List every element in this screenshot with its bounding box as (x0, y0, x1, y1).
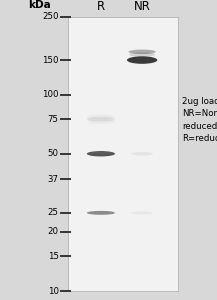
Text: 15: 15 (48, 252, 59, 261)
Ellipse shape (131, 212, 153, 214)
Ellipse shape (87, 119, 115, 124)
Text: 10: 10 (48, 286, 59, 296)
Ellipse shape (128, 50, 156, 54)
Text: 150: 150 (42, 56, 59, 64)
Text: 20: 20 (48, 227, 59, 236)
Text: 100: 100 (42, 90, 59, 99)
Text: 2ug loading
NR=Non-
reduced
R=reduced: 2ug loading NR=Non- reduced R=reduced (182, 97, 217, 143)
Text: 25: 25 (48, 208, 59, 217)
Ellipse shape (87, 117, 115, 122)
Ellipse shape (87, 151, 115, 157)
Text: R: R (97, 1, 105, 13)
Ellipse shape (129, 52, 155, 57)
Text: 250: 250 (42, 12, 59, 21)
Ellipse shape (89, 212, 113, 213)
Text: 75: 75 (48, 115, 59, 124)
FancyBboxPatch shape (68, 16, 178, 291)
Ellipse shape (89, 152, 113, 154)
Ellipse shape (131, 152, 153, 156)
Text: 37: 37 (48, 175, 59, 184)
Text: kDa: kDa (28, 1, 50, 10)
Ellipse shape (127, 56, 157, 64)
Ellipse shape (87, 115, 115, 119)
Text: 50: 50 (48, 149, 59, 158)
Ellipse shape (87, 211, 115, 215)
Text: NR: NR (134, 1, 151, 13)
